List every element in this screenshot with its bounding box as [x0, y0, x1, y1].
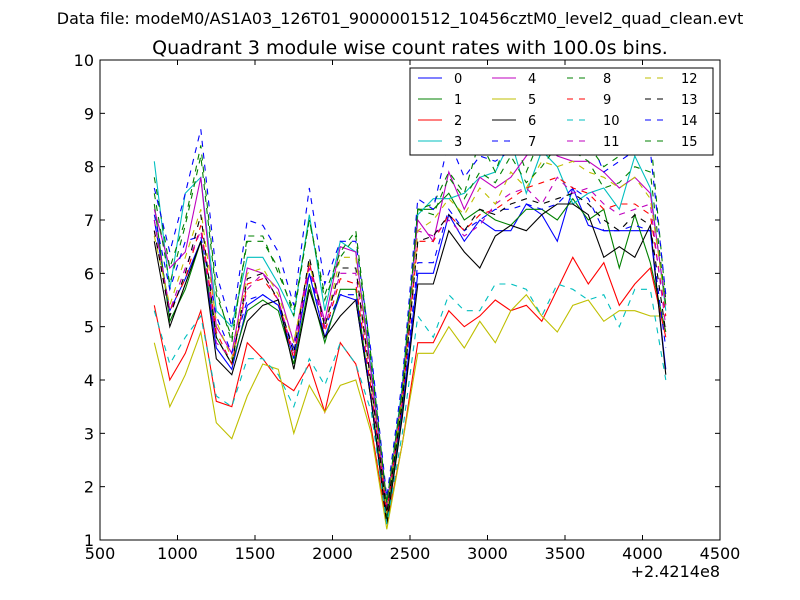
legend-label-7: 7	[528, 135, 536, 150]
series-line-9	[153, 176, 667, 514]
series-line-6	[153, 203, 667, 525]
legend-label-12: 12	[681, 72, 698, 87]
legend-label-4: 4	[528, 72, 536, 87]
series-line-2	[153, 256, 667, 525]
x-tick-label: 4000	[622, 544, 663, 563]
x-tick-label: 3500	[545, 544, 586, 563]
x-offset-label: +2.4214e8	[631, 562, 720, 581]
legend-label-6: 6	[528, 114, 536, 129]
legend-label-2: 2	[454, 114, 462, 129]
x-tick-label: 500	[85, 544, 116, 563]
chart-title: Quadrant 3 module wise count rates with …	[152, 37, 668, 59]
y-tick-label: 9	[84, 104, 94, 123]
x-tick-label: 3000	[467, 544, 508, 563]
series-line-13	[153, 192, 667, 514]
x-tick-label: 1500	[235, 544, 276, 563]
y-tick-label: 6	[84, 264, 94, 283]
series-line-15	[153, 144, 667, 503]
y-tick-label: 7	[84, 211, 94, 230]
y-tick-label: 10	[74, 51, 94, 70]
y-tick-label: 4	[84, 371, 94, 390]
legend-label-13: 13	[681, 93, 698, 108]
legend-label-11: 11	[603, 135, 620, 150]
chart-suptitle: Data file: modeM0/AS1A03_126T01_90000015…	[57, 9, 743, 29]
legend-label-10: 10	[603, 114, 620, 129]
series-line-12	[153, 160, 667, 514]
y-tick-label: 8	[84, 158, 94, 177]
series-line-7	[153, 187, 667, 514]
legend-label-5: 5	[528, 93, 536, 108]
legend-label-14: 14	[681, 114, 698, 129]
x-tick-label: 1000	[157, 544, 198, 563]
legend-label-1: 1	[454, 93, 462, 108]
legend-label-9: 9	[603, 93, 611, 108]
legend-label-15: 15	[681, 135, 698, 150]
y-tick-label: 3	[84, 424, 94, 443]
y-tick-label: 2	[84, 478, 94, 497]
y-tick-label: 5	[84, 318, 94, 337]
x-tick-label: 2500	[390, 544, 431, 563]
legend-label-8: 8	[603, 72, 611, 87]
series-line-14	[153, 101, 667, 498]
series-line-10	[153, 283, 667, 525]
series-layer	[153, 101, 667, 530]
legend-label-0: 0	[454, 72, 462, 87]
y-tick-label: 1	[84, 531, 94, 550]
x-axis: 500 1000 1500 2000 2500 3000 3500 4000 4500	[85, 60, 741, 563]
x-tick-label: 4500	[700, 544, 741, 563]
legend-label-3: 3	[454, 135, 462, 150]
x-tick-label: 2000	[312, 544, 353, 563]
series-line-5	[153, 293, 666, 530]
